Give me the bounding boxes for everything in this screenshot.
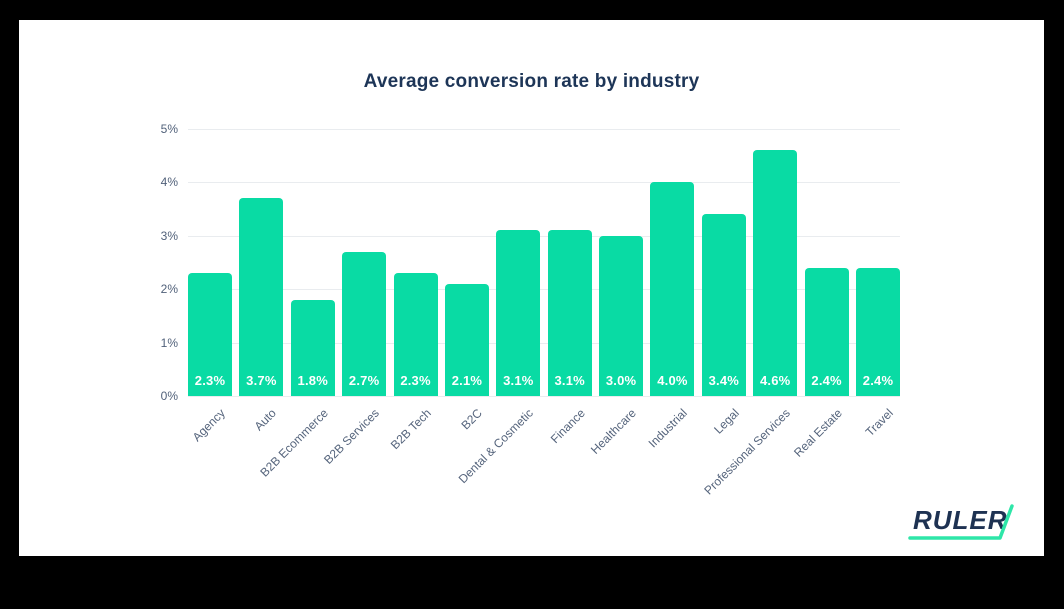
plot-area: 5% 4% 3% 2% 1% 0% 2.3% Agency 3.7% Auto 1.8% B2B Ec… (161, 122, 900, 497)
y-axis-tick: 3% (160, 228, 178, 243)
gridline (188, 129, 900, 130)
logo-accent-stroke (908, 504, 1014, 540)
gridline (188, 235, 900, 237)
x-axis-label: Finance (547, 406, 588, 447)
bar: 3.1% (496, 230, 541, 396)
chart-title: Average conversion rate by industry (363, 71, 700, 92)
gridline (188, 289, 900, 291)
gridline (188, 396, 900, 397)
bar-value-label: 2.3% (400, 373, 431, 388)
x-axis-label: Agency (189, 406, 228, 445)
x-axis-label: Travel (862, 406, 896, 440)
bar-value-label: 3.0% (605, 373, 637, 388)
bar: 3.4% (701, 214, 746, 396)
bar: 3.7% (239, 198, 284, 396)
y-axis-tick: 5% (160, 122, 178, 136)
bar: 4.6% (753, 150, 798, 396)
x-axis-label: Professional Services (701, 406, 794, 498)
bar: 2.1% (444, 283, 489, 396)
logo-text: RULER (913, 505, 1008, 535)
y-axis-tick: 2% (160, 282, 178, 297)
bar-value-label: 2.4% (811, 373, 842, 388)
bar-value-label: 1.8% (297, 373, 328, 388)
gridline (188, 182, 900, 184)
bar: 3.0% (599, 235, 644, 396)
x-axis-label: B2C (458, 406, 485, 433)
x-axis-label: Auto (251, 406, 280, 434)
gridline (188, 342, 900, 344)
x-axis-label: B2B Tech (387, 406, 434, 453)
bar-value-label: 3.1% (503, 373, 534, 388)
bar: 2.3% (188, 273, 232, 396)
x-axis-label: Healthcare (588, 406, 639, 457)
bar-value-label: 2.4% (862, 373, 894, 388)
bar-value-label: 2.7% (348, 373, 380, 388)
x-axis-label: Legal (711, 406, 742, 437)
bar: 1.8% (290, 299, 335, 396)
bar-value-label: 4.0% (657, 373, 688, 388)
chart-card: Average conversion rate by industry 5% 4%… (19, 20, 1044, 556)
x-axis-label: Industrial (646, 406, 691, 451)
bar-value-label: 4.6% (760, 373, 791, 388)
bar: 2.3% (393, 273, 438, 396)
bar-value-label: 3.1% (554, 373, 585, 388)
bar: 4.0% (650, 182, 695, 396)
bar-value-label: 3.7% (246, 373, 277, 388)
bar: 2.4% (856, 267, 900, 396)
x-axis-label: Real Estate (790, 406, 845, 460)
bar-value-label: 3.4% (708, 373, 740, 388)
y-axis-tick: 0% (160, 389, 178, 403)
bar-value-label: 2.3% (194, 373, 226, 388)
ruler-logo: RULER (908, 504, 1014, 540)
bar: 2.7% (342, 251, 387, 396)
y-axis-tick: 1% (160, 335, 178, 350)
bar: 3.1% (547, 230, 592, 396)
bar: 2.4% (804, 267, 849, 396)
bar-value-label: 2.1% (451, 373, 483, 388)
y-axis-tick: 4% (160, 175, 178, 190)
